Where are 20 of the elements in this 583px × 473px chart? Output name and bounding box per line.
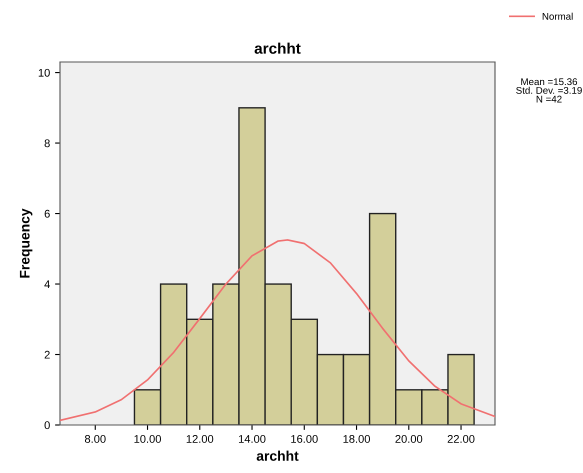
y-tick-label: 8 — [44, 139, 50, 148]
y-tick-label: 10 — [38, 68, 50, 77]
x-tick-label: 8.00 — [84, 435, 106, 443]
x-tick-label: 18.00 — [343, 435, 370, 443]
x-tick-label: 10.00 — [134, 435, 161, 443]
y-tick-label: 4 — [44, 280, 50, 288]
line-series — [60, 239, 495, 422]
x-tick-label: 14.00 — [238, 435, 266, 443]
y-axis-title: Frequency — [20, 208, 32, 278]
y-tick-label: 2 — [44, 350, 50, 359]
chart-title: archht — [254, 42, 301, 54]
x-axis-title: archht — [256, 450, 299, 461]
text: Mean =15.36 Std. Dev. =3.19 N =42 — [516, 78, 582, 102]
x-tick-label: 12.00 — [186, 435, 214, 443]
legend-label: Normal — [542, 12, 573, 20]
x-tick-label: 22.00 — [448, 435, 475, 443]
x-tick-label: 16.00 — [291, 435, 318, 443]
x-tick-label: 20.00 — [395, 435, 422, 443]
y-tick-label: 6 — [44, 210, 50, 218]
y-tick-label: 0 — [44, 421, 50, 430]
